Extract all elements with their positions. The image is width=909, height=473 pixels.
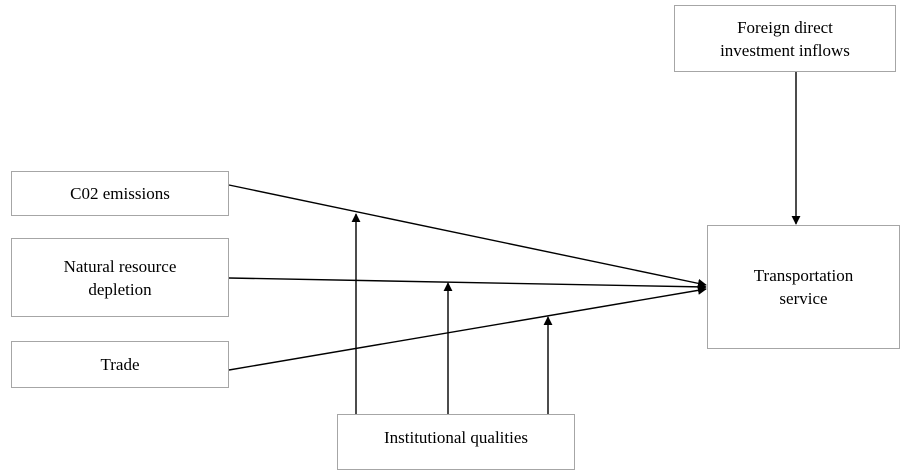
node-co2-emissions-label: C02 emissions — [70, 184, 170, 203]
arrow-co2-to-transport — [228, 184, 707, 288]
arrow-nrd-to-transport — [228, 277, 707, 292]
node-natural-resource-depletion-label: Natural resource depletion — [63, 256, 177, 299]
arrow-trade-to-transport — [228, 285, 707, 371]
node-foreign-direct-investment: Foreign direct investment inflows — [674, 5, 896, 72]
node-trade: Trade — [11, 341, 229, 388]
node-institutional-qualities: Institutional qualities — [337, 414, 575, 470]
node-transportation-service: Transportation service — [707, 225, 900, 349]
node-natural-resource-depletion: Natural resource depletion — [11, 238, 229, 317]
node-trade-label: Trade — [100, 355, 140, 374]
node-transportation-service-label: Transportation service — [753, 266, 854, 308]
node-institutional-qualities-label: Institutional qualities — [383, 428, 528, 447]
node-co2-emissions: C02 emissions — [11, 171, 229, 216]
node-foreign-direct-investment-label: Foreign direct investment inflows — [720, 17, 850, 60]
